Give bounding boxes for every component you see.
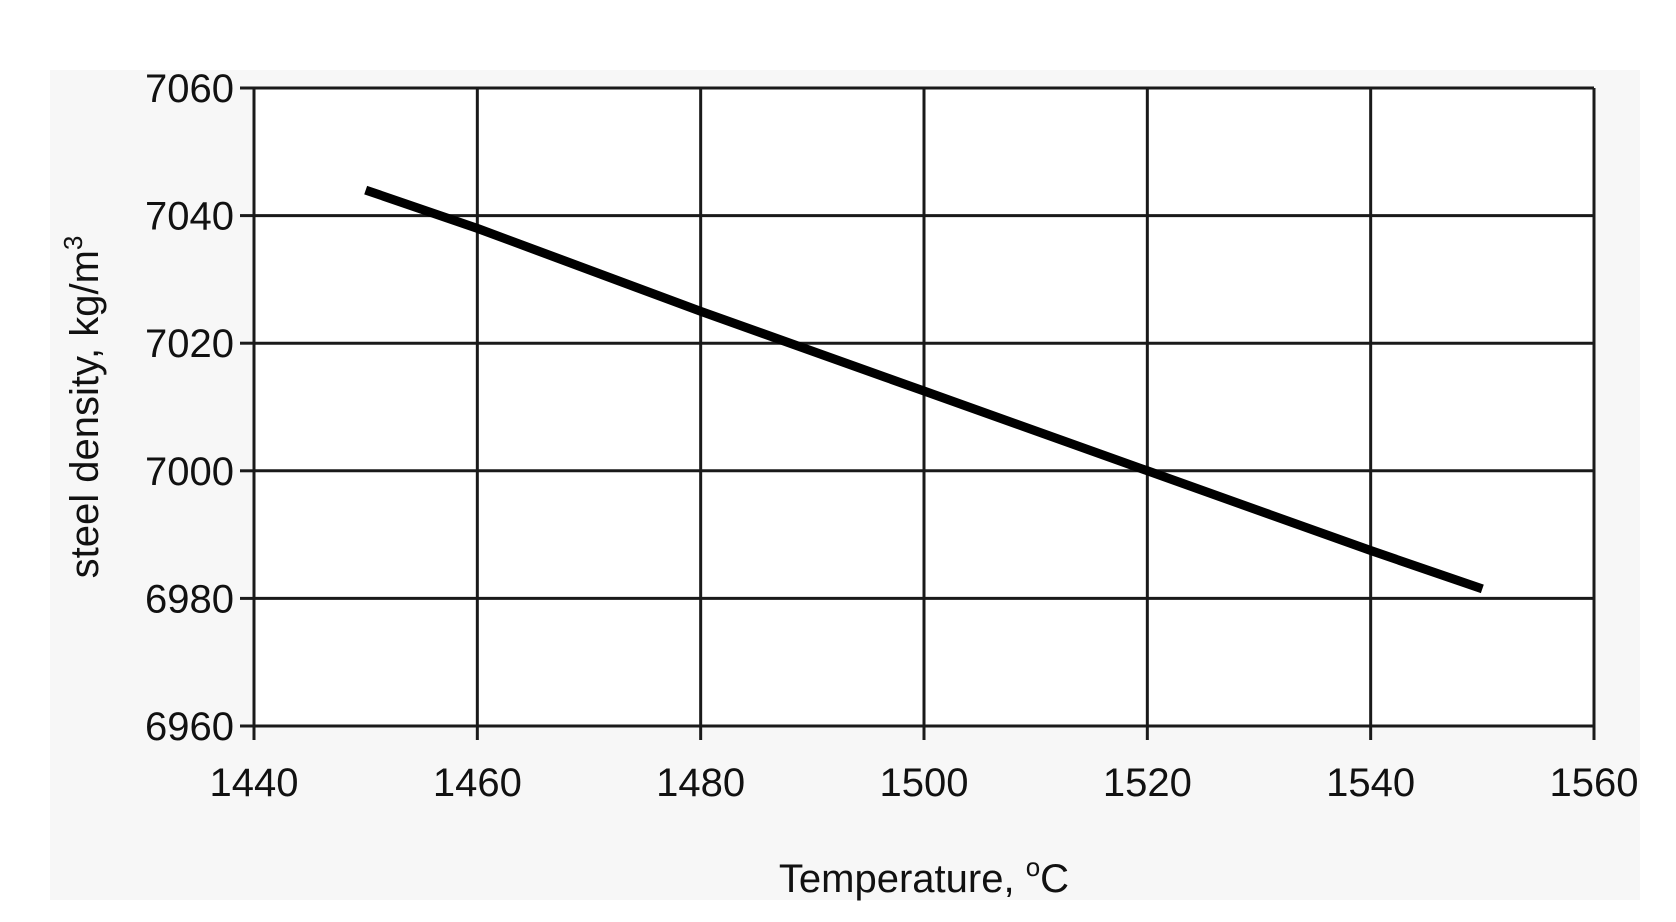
x-axis-title-text: Temperature, [779, 857, 1026, 901]
y-axis-title-text: steel density, kg/m [63, 250, 107, 578]
x-tick-labels: 1440 1460 1480 1500 1520 1540 1560 [210, 761, 1639, 805]
x-tick-label-1540: 1540 [1326, 761, 1415, 805]
x-tick-label-1500: 1500 [880, 761, 969, 805]
y-tick-labels: 6960 6980 7000 7020 7040 7060 [145, 67, 234, 749]
y-tick-label-6960: 6960 [145, 705, 234, 749]
y-tick-label-7040: 7040 [145, 195, 234, 239]
y-axis-title-sup: 3 [58, 236, 88, 250]
y-tick-label-7020: 7020 [145, 322, 234, 366]
x-tick-label-1560: 1560 [1550, 761, 1639, 805]
x-tick-label-1520: 1520 [1103, 761, 1192, 805]
series-line-0 [364, 185, 1484, 594]
y-tick-label-7000: 7000 [145, 450, 234, 494]
x-axis-title-sup: o [1026, 852, 1040, 882]
series-group [364, 185, 1484, 594]
x-axis-title-unit: C [1040, 857, 1069, 901]
x-tick-label-1460: 1460 [433, 761, 522, 805]
x-axis-title: Temperature, oC [779, 852, 1069, 901]
y-tick-label-7060: 7060 [145, 67, 234, 111]
x-tick-label-1480: 1480 [656, 761, 745, 805]
y-axis-title: steel density, kg/m3 [58, 236, 107, 579]
x-tick-label-1440: 1440 [210, 761, 299, 805]
y-tick-label-6980: 6980 [145, 577, 234, 621]
grid [254, 86, 1596, 726]
axes [240, 86, 1596, 740]
